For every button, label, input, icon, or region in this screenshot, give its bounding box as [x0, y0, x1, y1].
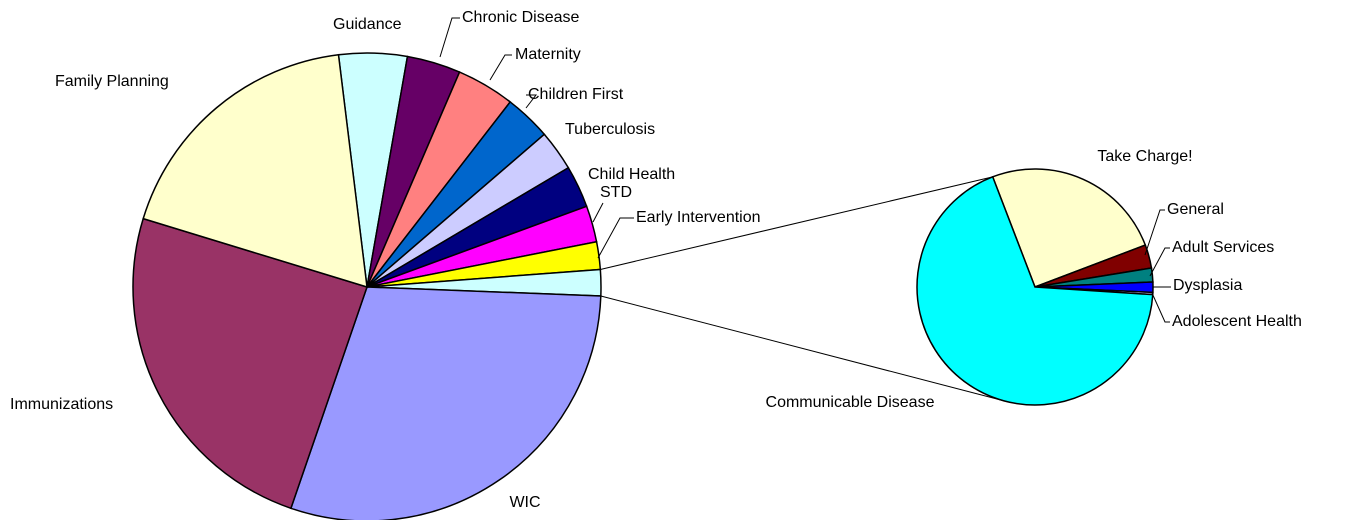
leader-line [1144, 209, 1165, 256]
slice-label: Dysplasia [1173, 277, 1242, 294]
pie-slice [142, 53, 368, 289]
slice-label: Tuberculosis [565, 121, 655, 138]
leader-line [525, 94, 538, 109]
slice-label: Immunizations [10, 396, 113, 413]
slice-label: General [1167, 201, 1224, 218]
slice-label: Adult Services [1172, 239, 1274, 256]
connector-line [600, 295, 1009, 403]
leader-line [1151, 292, 1170, 323]
slice-label: Child Health [588, 166, 675, 183]
slice-label: STD [600, 184, 632, 201]
pie-slice [991, 168, 1147, 288]
slice-label: Communicable Disease [766, 394, 935, 411]
leader-line [439, 17, 460, 58]
slice-label: Family Planning [55, 73, 169, 90]
leader-line [592, 202, 604, 223]
slice-label: Chronic Disease [462, 9, 579, 26]
pie-slice [916, 175, 1154, 406]
leader-line [489, 54, 512, 81]
leader-line [1149, 247, 1170, 277]
slice-label: Children First [528, 86, 624, 103]
slice-label: Early Intervention [636, 209, 761, 226]
slice-label: Take Charge! [1097, 148, 1192, 165]
pie-slice [132, 217, 368, 510]
slice-label: Adolescent Health [1172, 313, 1302, 330]
slice-label: WIC [509, 494, 540, 511]
leader-line [597, 217, 634, 259]
slice-label: Maternity [515, 46, 581, 63]
connector-line [600, 176, 993, 270]
slice-label: Guidance [333, 16, 402, 33]
